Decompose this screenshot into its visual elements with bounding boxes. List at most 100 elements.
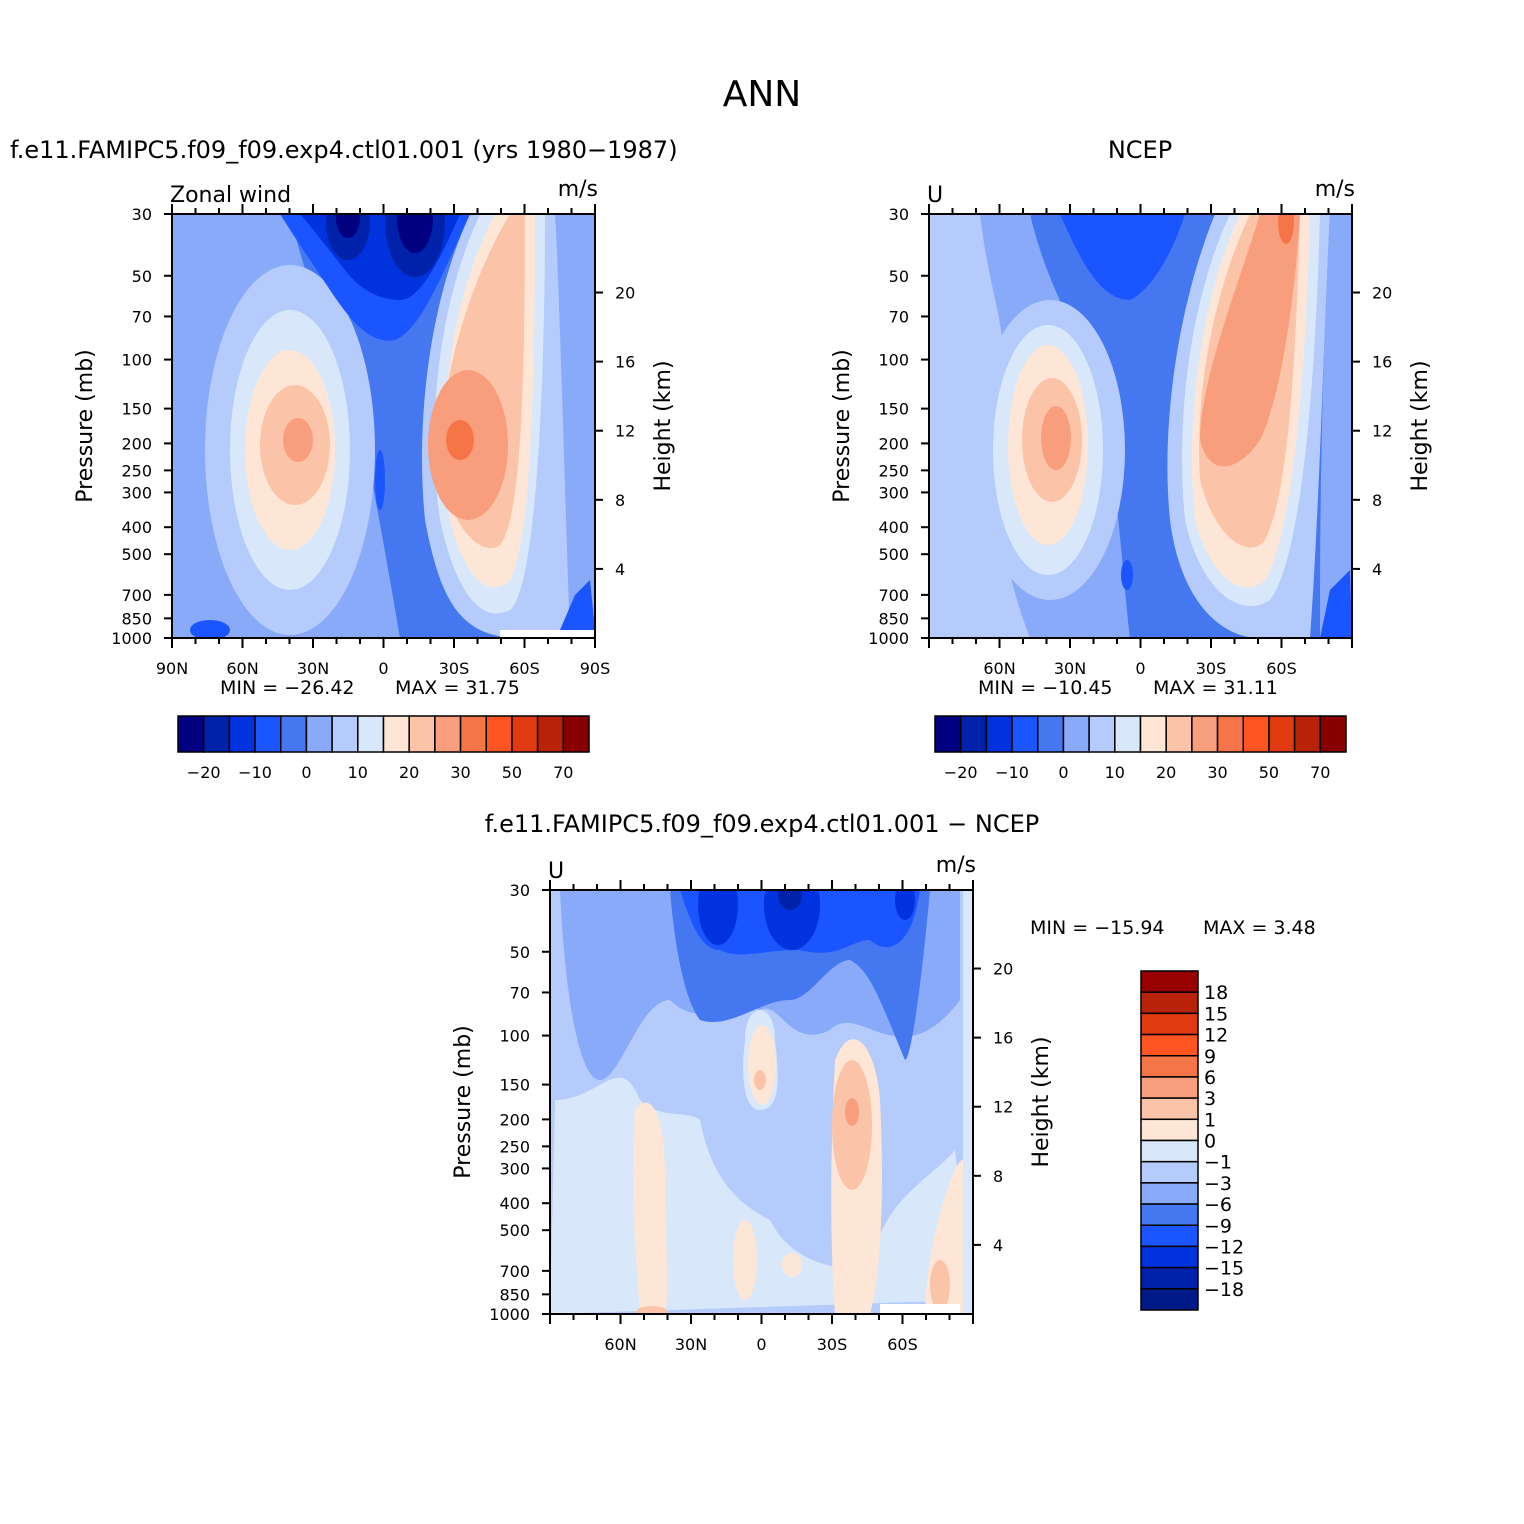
- colorbar-cell: [1140, 1076, 1199, 1099]
- y2-tick-label: 4: [615, 560, 625, 579]
- y2-tick-label: 12: [615, 422, 635, 441]
- colorbar-label: −20: [944, 763, 978, 782]
- y2-tick-label: 16: [1372, 353, 1392, 372]
- x-tick-label: 30S: [439, 659, 470, 678]
- y-tick-label: 1000: [489, 1305, 530, 1324]
- y-tick-label: 150: [499, 1076, 530, 1095]
- panel-2-colorbar: −20 −10 0 10 20 30 50 70: [934, 715, 1347, 782]
- y-tick-label: 70: [132, 307, 152, 326]
- y2-tick-label: 20: [615, 284, 635, 303]
- colorbar-label: −6: [1204, 1194, 1232, 1216]
- panel-1-variable-label: Zonal wind: [170, 183, 291, 208]
- y-tick-label: 700: [499, 1262, 530, 1281]
- colorbar-cell: [1140, 1118, 1199, 1142]
- colorbar-cell: [1165, 715, 1193, 753]
- colorbar-label: −20: [187, 763, 221, 782]
- colorbar-label: 10: [348, 763, 368, 782]
- x-tick-label: 90N: [156, 659, 188, 678]
- y-tick-label: 500: [499, 1221, 530, 1240]
- panel-1-y2label: Height (km): [651, 360, 676, 491]
- colorbar-cell: [511, 715, 539, 753]
- y2-tick-label: 12: [1372, 422, 1392, 441]
- panel-1-model: f.e11.FAMIPC5.f09_f09.exp4.ctl01.001 (yr…: [10, 136, 678, 782]
- colorbar-label: 50: [1259, 763, 1279, 782]
- y-tick-label: 70: [510, 983, 530, 1002]
- y-tick-label: 150: [121, 400, 152, 419]
- x-tick-label: 60N: [604, 1335, 636, 1354]
- y-tick-label: 50: [132, 267, 152, 286]
- x-tick-label: 60S: [509, 659, 540, 678]
- x-tick-label: 90S: [580, 659, 611, 678]
- y-tick-label: 300: [499, 1159, 530, 1178]
- y-tick-label: 700: [121, 586, 152, 605]
- colorbar-label: −3: [1204, 1173, 1232, 1195]
- panel-2-field: [929, 214, 1352, 638]
- y2-tick-label: 4: [1372, 560, 1382, 579]
- panel-1-ylabel: Pressure (mb): [73, 349, 98, 503]
- colorbar-cell: [202, 715, 231, 753]
- y-tick-label: 30: [510, 881, 530, 900]
- y-tick-label: 850: [499, 1285, 530, 1304]
- colorbar-cell: [985, 715, 1013, 753]
- y-tick-label: 200: [499, 1110, 530, 1129]
- panel-2-ylabel: Pressure (mb): [830, 349, 855, 503]
- y-tick-label: 400: [499, 1194, 530, 1213]
- colorbar-label: −18: [1204, 1279, 1244, 1301]
- colorbar-label: 20: [1156, 763, 1176, 782]
- colorbar-label: 70: [1310, 763, 1330, 782]
- y-tick-label: 50: [889, 267, 909, 286]
- panel-1-title: f.e11.FAMIPC5.f09_f09.exp4.ctl01.001 (yr…: [10, 136, 678, 164]
- colorbar-cell: [959, 715, 988, 753]
- colorbar-label: 50: [502, 763, 522, 782]
- y-tick-label: 150: [878, 400, 909, 419]
- y-tick-label: 850: [878, 609, 909, 628]
- y-tick-label: 300: [121, 483, 152, 502]
- y2-tick-label: 16: [993, 1029, 1013, 1048]
- panel-3-field: [550, 890, 973, 1314]
- colorbar-cell: [1140, 1160, 1199, 1184]
- y-tick-label: 200: [121, 434, 152, 453]
- y2-tick-label: 12: [993, 1098, 1013, 1117]
- colorbar-cell: [1140, 1224, 1199, 1248]
- panel-3-max: MAX = 3.48: [1203, 917, 1316, 939]
- colorbar-label: 0: [1058, 763, 1068, 782]
- colorbar-cell: [1191, 715, 1219, 753]
- panel-2-title: NCEP: [1108, 136, 1172, 164]
- colorbar-cell: [1140, 1288, 1199, 1311]
- colorbar-label: 0: [301, 763, 311, 782]
- colorbar-cell: [254, 715, 282, 753]
- colorbar-cell: [1140, 1203, 1199, 1226]
- colorbar-cell: [382, 715, 410, 753]
- colorbar-cell: [1268, 715, 1296, 753]
- panel-1-min: MIN = −26.42: [220, 677, 355, 699]
- colorbar-label: 18: [1204, 982, 1228, 1004]
- y-tick-label: 850: [121, 609, 152, 628]
- panel-3-ylabel: Pressure (mb): [451, 1025, 476, 1179]
- y-tick-label: 100: [499, 1027, 530, 1046]
- panel-1-field: [172, 214, 595, 638]
- y-tick-label: 100: [121, 351, 152, 370]
- y2-tick-label: 4: [993, 1236, 1003, 1255]
- y2-tick-label: 8: [1372, 491, 1382, 510]
- colorbar-cell: [357, 715, 385, 753]
- figure-title: ANN: [723, 74, 802, 115]
- y-tick-label: 1000: [868, 629, 909, 648]
- y-tick-label: 400: [878, 518, 909, 537]
- colorbar-label: 15: [1204, 1003, 1228, 1025]
- y-tick-label: 30: [889, 205, 909, 224]
- colorbar-cell: [1088, 715, 1116, 753]
- colorbar-label: −1: [1204, 1152, 1232, 1174]
- colorbar-cell: [485, 715, 513, 753]
- colorbar-cell: [434, 715, 462, 753]
- colorbar-cell: [1140, 1012, 1199, 1036]
- y2-tick-label: 8: [615, 491, 625, 510]
- y2-tick-label: 20: [1372, 284, 1392, 303]
- panel-3-diff: f.e11.FAMIPC5.f09_f09.exp4.ctl01.001 − N…: [451, 810, 1316, 1354]
- colorbar-label: 3: [1204, 1088, 1216, 1110]
- colorbar-cell: [1140, 970, 1199, 993]
- panel-2-y2label: Height (km): [1408, 360, 1433, 491]
